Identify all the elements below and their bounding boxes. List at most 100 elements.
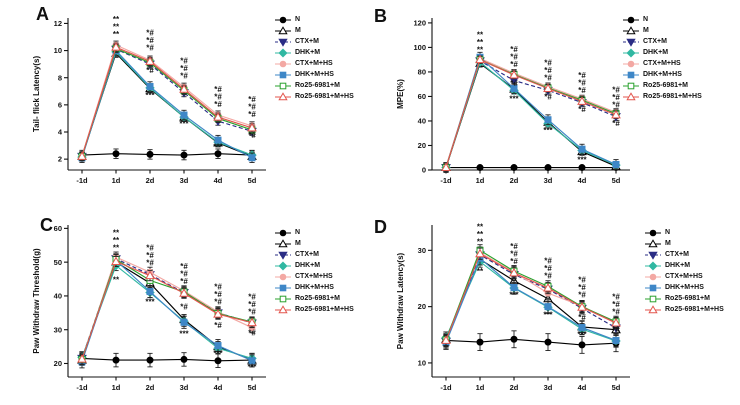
legend-item: CTX+M+HS	[622, 58, 716, 69]
legend-marker-triangle-up-open	[623, 25, 639, 34]
svg-text:3d: 3d	[544, 176, 553, 185]
legend-label: M	[295, 27, 301, 34]
legend-item: Ro25-6981+M	[622, 80, 716, 91]
legend-item: CTX+M	[644, 249, 738, 260]
svg-text:*#: *#	[248, 308, 256, 317]
legend-item: CTX+M+HS	[644, 271, 738, 282]
svg-text:*#: *#	[214, 282, 222, 291]
svg-text:*#: *#	[510, 79, 518, 88]
legend-item: CTX+M	[274, 36, 368, 47]
legend-marker-triangle-up-open	[623, 91, 639, 100]
legend-marker-square-open	[645, 295, 661, 302]
svg-text:**: **	[113, 275, 120, 284]
legend-marker-triangle-up-open	[275, 238, 291, 247]
svg-text:*#: *#	[510, 249, 518, 258]
svg-text:3d: 3d	[180, 176, 189, 185]
svg-text:*#: *#	[214, 297, 222, 306]
svg-text:*#: *#	[510, 257, 518, 266]
legend-label: N	[295, 16, 301, 23]
legend-label: Ro25-6981+M+HS	[643, 93, 702, 100]
legend-item: N	[274, 227, 368, 238]
panel-label-b: B	[374, 6, 387, 26]
panel-c: C 20 30 40 50 60 -1d 1d 2d 3d 4d 5d Paw Withdraw Th…	[0, 203, 370, 405]
svg-text:1d: 1d	[476, 176, 485, 185]
svg-text:1d: 1d	[112, 176, 121, 185]
legend-marker-square-open	[275, 82, 291, 89]
svg-text:5d: 5d	[248, 383, 257, 392]
svg-text:*#: *#	[544, 66, 552, 75]
legend-marker-triangle-up-open	[275, 304, 291, 313]
svg-text:***: ***	[577, 156, 587, 165]
legend-marker-circle-filled	[275, 229, 291, 236]
legend-marker-triangle-up-open	[645, 238, 661, 247]
svg-text:4d: 4d	[578, 383, 587, 392]
svg-text:Paw Withdraw Latency(s): Paw Withdraw Latency(s)	[396, 252, 405, 349]
legend-item: M	[274, 25, 368, 36]
legend-label: DHK+M+HS	[665, 284, 704, 291]
svg-text:***: ***	[509, 94, 519, 103]
svg-text:*#: *#	[214, 85, 222, 94]
legend-item: DHK+M	[644, 260, 738, 271]
svg-text:*#: *#	[146, 36, 154, 45]
legend-label: CTX+M+HS	[295, 60, 333, 67]
panel-label-a: A	[36, 4, 49, 24]
svg-text:*#: *#	[578, 313, 586, 322]
svg-text:Paw Withdraw Threshold(g): Paw Withdraw Threshold(g)	[32, 248, 41, 354]
legend-item: N	[644, 227, 738, 238]
legend-label: N	[295, 229, 301, 236]
svg-text:50: 50	[54, 258, 62, 267]
legend-label: M	[643, 27, 649, 34]
svg-text:120: 120	[413, 19, 426, 28]
svg-text:60: 60	[54, 224, 62, 233]
legend-label: Ro25-6981+M	[665, 295, 710, 302]
legend-label: CTX+M+HS	[665, 273, 703, 280]
svg-text:30: 30	[418, 246, 426, 255]
svg-text:4d: 4d	[578, 176, 587, 185]
legend-label: Ro25-6981+M+HS	[665, 306, 724, 313]
legend-item: Ro25-6981+M	[274, 80, 368, 91]
svg-text:1d: 1d	[476, 383, 485, 392]
svg-text:*#: *#	[180, 262, 188, 271]
svg-text:***: ***	[213, 349, 223, 358]
svg-text:**: **	[113, 15, 120, 24]
legend: N M CTX+M DHK+M CTX+M+HS DHK+M+HS Ro25-6981+M R…	[622, 14, 716, 102]
legend-label: DHK+M+HS	[295, 71, 334, 78]
svg-text:***: ***	[179, 120, 189, 129]
legend-label: CTX+M	[295, 251, 319, 258]
legend-item: Ro25-6981+M+HS	[274, 91, 368, 102]
legend-item: CTX+M	[622, 36, 716, 47]
legend-marker-triangle-down-filled	[623, 38, 639, 47]
svg-text:**: **	[113, 243, 120, 252]
legend-item: Ro25-6981+M	[644, 293, 738, 304]
legend-label: DHK+M	[665, 262, 691, 269]
svg-text:*#: *#	[248, 131, 256, 140]
svg-text:2d: 2d	[146, 383, 155, 392]
svg-text:2: 2	[58, 155, 62, 164]
legend: N M CTX+M DHK+M CTX+M+HS DHK+M+HS Ro25-6981+M R…	[274, 14, 368, 102]
legend-label: Ro25-6981+M+HS	[295, 93, 354, 100]
svg-text:*#: *#	[544, 256, 552, 265]
legend-marker-square-filled	[645, 284, 661, 291]
svg-text:*#: *#	[544, 59, 552, 68]
legend-label: CTX+M	[643, 38, 667, 45]
legend-label: N	[643, 16, 649, 23]
svg-text:***: ***	[213, 143, 223, 152]
svg-text:10: 10	[418, 359, 426, 368]
svg-text:-1d: -1d	[76, 383, 88, 392]
panel-label-d: D	[374, 217, 387, 237]
svg-text:*#: *#	[248, 110, 256, 119]
svg-text:*#: *#	[612, 85, 620, 94]
svg-text:**: **	[477, 230, 484, 239]
legend-item: M	[644, 238, 738, 249]
svg-text:**: **	[113, 228, 120, 237]
svg-text:**: **	[113, 23, 120, 32]
legend-item: Ro25-6981+M+HS	[644, 304, 738, 315]
legend: N M CTX+M DHK+M CTX+M+HS DHK+M+HS Ro25-6981+M R…	[274, 227, 368, 315]
legend-label: M	[295, 240, 301, 247]
svg-text:*#: *#	[180, 56, 188, 65]
legend-marker-triangle-up-open	[275, 91, 291, 100]
svg-text:**: **	[477, 30, 484, 39]
svg-text:*#: *#	[146, 259, 154, 268]
legend-marker-circle-filled	[275, 16, 291, 23]
